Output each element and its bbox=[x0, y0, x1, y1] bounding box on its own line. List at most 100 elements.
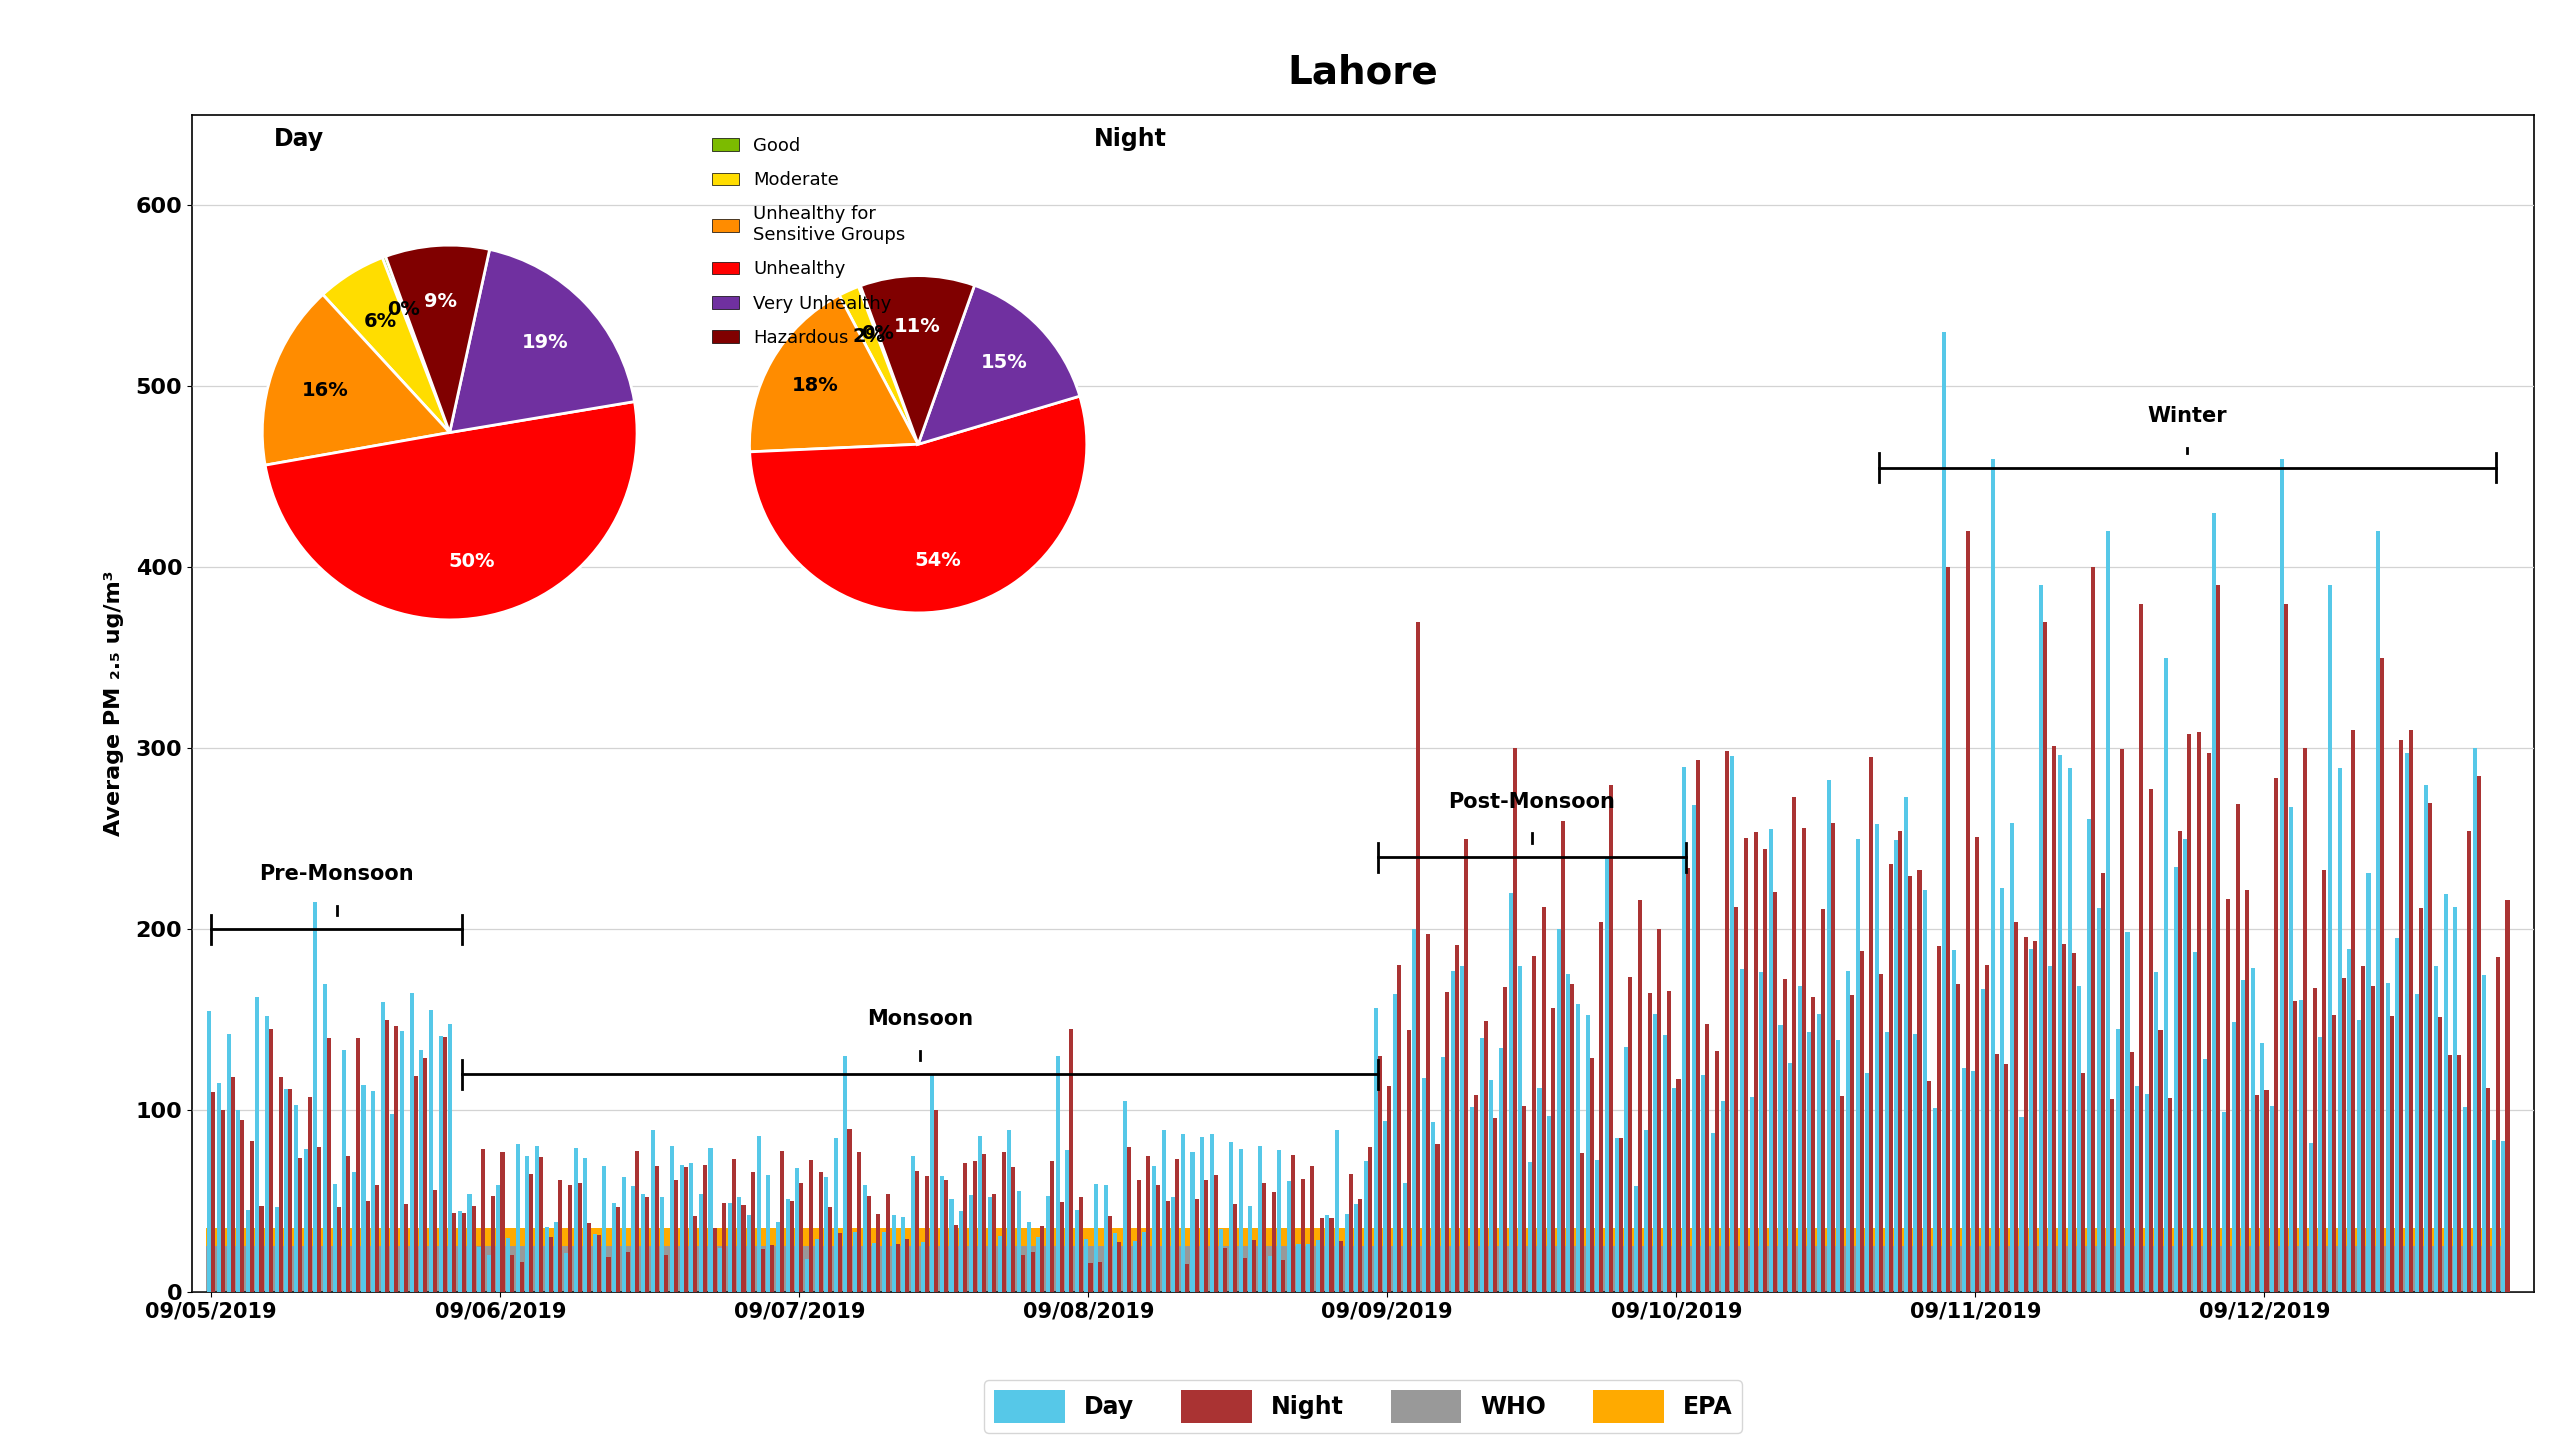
Bar bbox=[525, 1246, 535, 1292]
Bar bbox=[1267, 1228, 1277, 1292]
Bar bbox=[1769, 1246, 1777, 1292]
Bar bbox=[1710, 1246, 1720, 1292]
Bar bbox=[1070, 1029, 1073, 1292]
Bar bbox=[1797, 1246, 1807, 1292]
Bar bbox=[1075, 1228, 1083, 1292]
Bar bbox=[1485, 1020, 1487, 1292]
Bar bbox=[1692, 1246, 1700, 1292]
Bar bbox=[2396, 938, 2399, 1292]
Bar bbox=[1247, 1228, 1257, 1292]
Bar bbox=[699, 1194, 704, 1292]
Bar bbox=[689, 1228, 699, 1292]
Bar bbox=[1285, 1246, 1295, 1292]
Bar bbox=[2010, 1246, 2020, 1292]
Bar bbox=[2273, 778, 2278, 1292]
Bar bbox=[323, 984, 328, 1292]
Bar bbox=[2184, 1228, 2191, 1292]
Bar bbox=[1011, 1167, 1016, 1292]
Bar bbox=[246, 1246, 253, 1292]
Bar bbox=[911, 1157, 914, 1292]
Bar bbox=[1324, 1246, 1334, 1292]
Bar bbox=[466, 1228, 476, 1292]
Bar bbox=[1441, 1246, 1449, 1292]
Bar bbox=[1446, 992, 1449, 1292]
Bar bbox=[2028, 1246, 2038, 1292]
Bar bbox=[1027, 1228, 1034, 1292]
Bar bbox=[1075, 1210, 1078, 1292]
Bar bbox=[2319, 1038, 2322, 1292]
Bar bbox=[1190, 1246, 1198, 1292]
Bar bbox=[540, 1157, 543, 1292]
Bar bbox=[1894, 839, 1897, 1292]
Bar bbox=[1590, 1058, 1595, 1292]
Bar bbox=[1300, 1178, 1306, 1292]
Bar bbox=[998, 1236, 1001, 1292]
Bar bbox=[891, 1215, 896, 1292]
Bar bbox=[1846, 1228, 1856, 1292]
Bar bbox=[1375, 1009, 1377, 1292]
Bar bbox=[1836, 1228, 1846, 1292]
Bar bbox=[1797, 1228, 1807, 1292]
Bar bbox=[1638, 900, 1641, 1292]
Bar bbox=[814, 1246, 824, 1292]
Bar bbox=[940, 1246, 950, 1292]
Bar bbox=[1971, 1246, 1979, 1292]
Bar bbox=[438, 1246, 448, 1292]
Bar bbox=[1869, 756, 1874, 1292]
Bar bbox=[929, 1246, 940, 1292]
Bar bbox=[1459, 1228, 1469, 1292]
Bar bbox=[2394, 1228, 2404, 1292]
Bar bbox=[1421, 1078, 1426, 1292]
Bar bbox=[404, 1204, 407, 1292]
Bar bbox=[863, 1246, 870, 1292]
Bar bbox=[2473, 1246, 2481, 1292]
Bar bbox=[2125, 931, 2130, 1292]
Bar bbox=[1085, 1238, 1088, 1292]
Bar bbox=[274, 1228, 284, 1292]
Bar bbox=[1951, 950, 1956, 1292]
Bar bbox=[2022, 937, 2028, 1292]
Bar bbox=[1682, 1246, 1692, 1292]
Bar bbox=[2109, 1099, 2115, 1292]
Bar bbox=[919, 1246, 929, 1292]
Bar bbox=[1249, 1205, 1252, 1292]
Bar bbox=[1208, 1246, 1219, 1292]
Bar bbox=[1277, 1151, 1280, 1292]
Bar bbox=[259, 1205, 264, 1292]
Bar bbox=[2491, 1139, 2496, 1292]
Bar bbox=[870, 1246, 881, 1292]
Bar bbox=[1651, 1228, 1661, 1292]
Bar bbox=[924, 1177, 929, 1292]
Bar bbox=[2481, 1246, 2491, 1292]
Bar bbox=[852, 1228, 863, 1292]
Bar bbox=[515, 1144, 520, 1292]
Bar bbox=[2327, 585, 2332, 1292]
Bar bbox=[1359, 1198, 1362, 1292]
Bar bbox=[1748, 1098, 1754, 1292]
Bar bbox=[1469, 1108, 1475, 1292]
Bar bbox=[2168, 1098, 2171, 1292]
Bar bbox=[1682, 1228, 1692, 1292]
Bar bbox=[742, 1205, 745, 1292]
Bar bbox=[525, 1157, 530, 1292]
Bar bbox=[1994, 1055, 1999, 1292]
Bar bbox=[1897, 831, 1902, 1292]
Bar bbox=[640, 1228, 650, 1292]
Text: Lahore: Lahore bbox=[1288, 53, 1439, 92]
Bar bbox=[717, 1228, 727, 1292]
Bar bbox=[568, 1185, 571, 1292]
Bar bbox=[371, 1091, 376, 1292]
Bar bbox=[264, 1246, 274, 1292]
Bar bbox=[207, 1246, 215, 1292]
Bar bbox=[2148, 789, 2153, 1292]
Bar bbox=[804, 1246, 814, 1292]
Bar bbox=[988, 1228, 996, 1292]
Bar bbox=[1615, 1138, 1618, 1292]
Bar bbox=[2173, 1246, 2184, 1292]
Bar bbox=[1884, 1228, 1894, 1292]
Bar bbox=[1316, 1246, 1324, 1292]
Bar bbox=[1242, 1258, 1247, 1292]
Bar bbox=[2473, 1228, 2481, 1292]
Bar bbox=[1710, 1228, 1720, 1292]
Bar bbox=[1083, 1246, 1093, 1292]
